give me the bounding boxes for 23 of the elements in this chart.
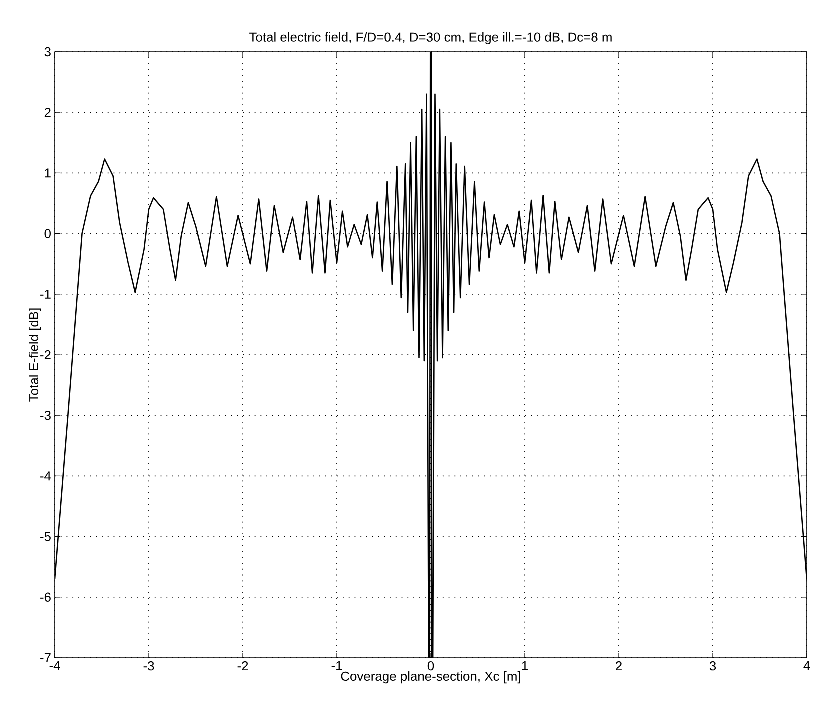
x-tick-label: 1 (522, 662, 528, 670)
y-axis-title: Total E-field [dB] (29, 308, 42, 402)
y-tick-label: -3 (40, 411, 51, 420)
x-tick-label: -1 (332, 662, 342, 670)
y-tick-label: 0 (44, 229, 51, 238)
x-tick-label: 2 (616, 662, 622, 671)
y-tick-label: -6 (40, 592, 51, 602)
x-tick-label: 4 (804, 662, 810, 670)
chart-title: Total electric field, F/D=0.4, D=30 cm, Edge ill.=-10 dB, Dc=8 m (250, 32, 612, 44)
y-tick-label: -7 (40, 654, 51, 662)
x-tick-label: 0 (428, 662, 434, 671)
y-tick-label: -2 (40, 350, 51, 360)
y-tick-label: 2 (44, 108, 51, 118)
x-tick-label: -3 (144, 662, 154, 671)
x-tick-label: 3 (710, 662, 716, 671)
x-axis-title: Coverage plane-section, Xc [m] (341, 672, 520, 684)
y-tick-label: -5 (40, 532, 51, 542)
y-tick-label: -1 (40, 290, 51, 299)
x-tick-label: -2 (238, 662, 248, 671)
y-tick-label: 1 (45, 168, 51, 178)
line-series (55, 52, 807, 658)
y-tick-label: -4 (40, 472, 52, 481)
y-tick-label: 3 (44, 47, 51, 57)
